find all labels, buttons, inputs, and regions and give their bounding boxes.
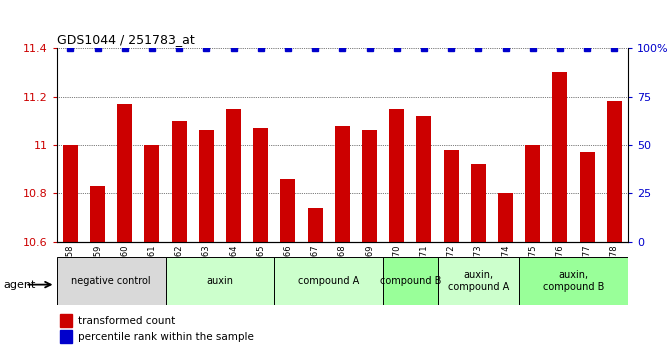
Bar (59, 330, 72, 343)
Bar (59, 314, 72, 327)
Bar (580, 152, 595, 242)
Bar (471, 164, 486, 242)
Bar (444, 150, 459, 241)
Text: auxin,
compound B: auxin, compound B (543, 270, 605, 292)
Bar (362, 130, 377, 242)
Bar (552, 72, 567, 242)
Bar (438, 257, 519, 305)
Bar (519, 257, 628, 305)
Text: agent: agent (3, 280, 35, 289)
Text: percentile rank within the sample: percentile rank within the sample (78, 332, 255, 342)
Text: compound A: compound A (298, 276, 359, 286)
Bar (253, 128, 269, 242)
Text: auxin,
compound A: auxin, compound A (448, 270, 509, 292)
Bar (389, 109, 404, 242)
Bar (416, 116, 432, 242)
Bar (525, 145, 540, 242)
Bar (383, 257, 438, 305)
Bar (281, 179, 295, 242)
Text: negative control: negative control (71, 276, 151, 286)
Bar (172, 121, 186, 241)
Bar (498, 193, 513, 242)
Bar (144, 145, 160, 242)
Bar (118, 104, 132, 242)
Bar (308, 208, 323, 242)
Bar (226, 109, 241, 242)
Text: transformed count: transformed count (78, 316, 176, 325)
Bar (335, 126, 350, 242)
Bar (607, 101, 622, 242)
Text: compound B: compound B (379, 276, 441, 286)
Bar (199, 130, 214, 242)
Bar (63, 145, 78, 242)
Text: GDS1044 / 251783_at: GDS1044 / 251783_at (57, 33, 194, 46)
Bar (57, 257, 166, 305)
Bar (90, 186, 105, 242)
Text: auxin: auxin (206, 276, 233, 286)
Bar (166, 257, 275, 305)
Bar (275, 257, 383, 305)
